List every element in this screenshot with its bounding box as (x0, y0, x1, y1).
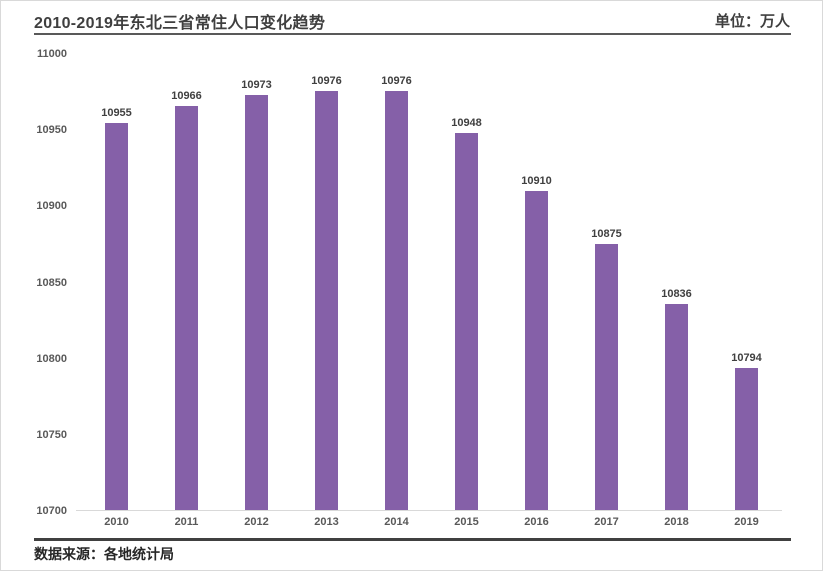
bar-value-label: 10973 (241, 79, 272, 92)
data-source-label: 数据来源：各地统计局 (34, 546, 174, 562)
unit-label: 单位：万人 (714, 13, 790, 30)
x-axis-tick-label: 2019 (734, 516, 759, 528)
bar-2011 (175, 105, 198, 510)
bar-2014 (385, 90, 408, 510)
bar-value-label: 10794 (731, 351, 762, 364)
y-axis-tick-label: 10900 (36, 200, 67, 213)
x-axis-tick-label: 2018 (664, 516, 689, 528)
bar-value-label: 10976 (381, 74, 412, 87)
x-axis-tick-label: 2013 (314, 516, 339, 528)
bar-2015 (455, 133, 478, 510)
bar-value-label: 10948 (451, 117, 482, 130)
x-axis-tick-label: 2010 (104, 516, 129, 528)
bar-2017 (595, 244, 618, 510)
y-axis-tick-label: 11000 (37, 48, 67, 60)
x-axis-line (76, 510, 782, 511)
bar-value-label: 10875 (591, 228, 622, 241)
x-axis-tick-label: 2011 (174, 516, 199, 528)
x-axis-tick-label: 2014 (384, 516, 409, 528)
header-divider (34, 33, 791, 35)
bar-value-label: 10910 (521, 175, 552, 188)
bar-2016 (525, 191, 548, 510)
bar-2018 (665, 303, 688, 510)
bar-2013 (315, 90, 338, 510)
y-axis-tick-label: 10750 (36, 428, 67, 441)
x-axis-tick-label: 2015 (454, 516, 479, 528)
bar-value-label: 10966 (171, 89, 202, 102)
footer-divider (34, 538, 791, 541)
bar-2010 (105, 122, 128, 510)
y-axis-tick-label: 10800 (36, 352, 67, 365)
chart-title: 2010-2019年东北三省常住人口变化趋势 (34, 15, 326, 32)
x-axis-tick-label: 2016 (524, 516, 549, 528)
y-axis-tick-label: 10700 (36, 505, 67, 517)
y-axis-tick-label: 10850 (36, 276, 67, 289)
y-axis-tick-label: 10950 (36, 124, 67, 137)
x-axis-tick-label: 2017 (594, 516, 619, 528)
bar-value-label: 10976 (311, 74, 342, 87)
bar-value-label: 10955 (101, 106, 132, 119)
x-axis-tick-label: 2012 (244, 516, 269, 528)
bar-value-label: 10836 (661, 287, 692, 300)
bar-2019 (735, 367, 758, 510)
bar-2012 (245, 95, 268, 510)
